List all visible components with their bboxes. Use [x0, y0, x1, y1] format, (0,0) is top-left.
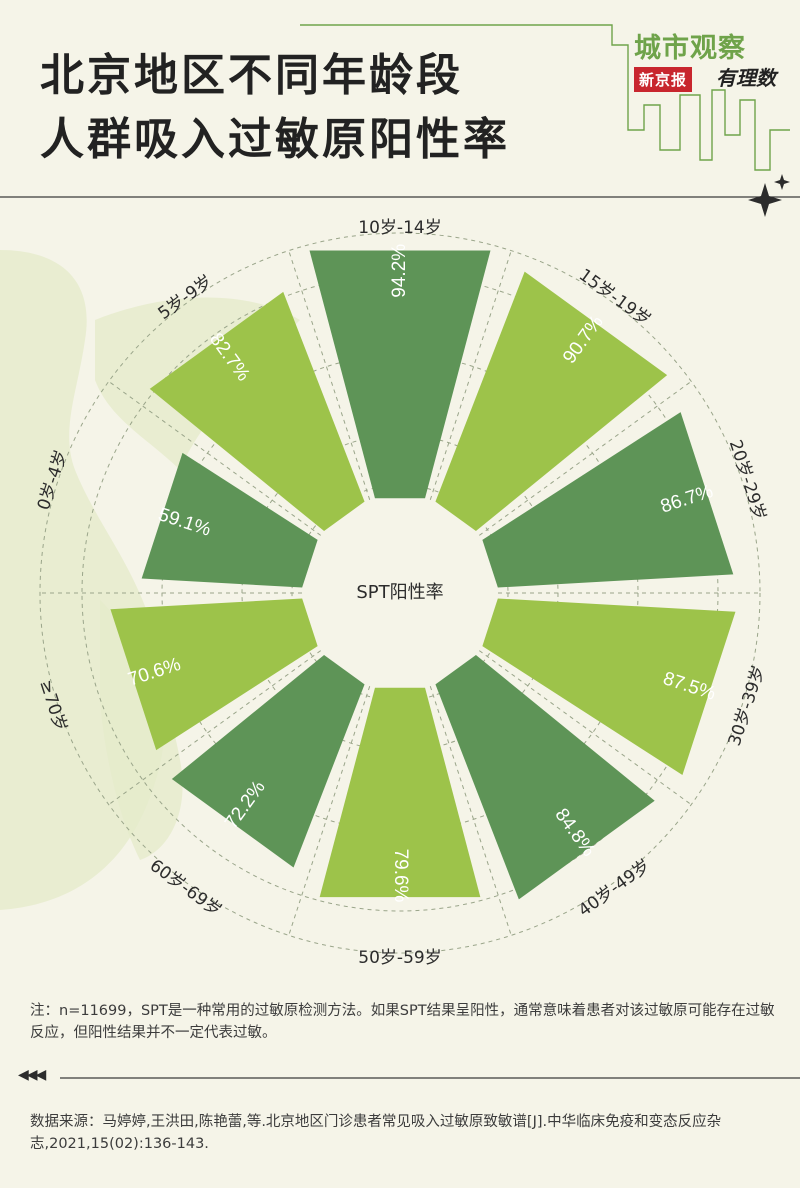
category-label: 60岁-69岁: [146, 856, 225, 921]
center-label: SPT阳性率: [356, 582, 443, 603]
bar-20岁-29岁: [482, 412, 734, 588]
guide-line: [108, 650, 322, 806]
category-label: 10岁-14岁: [358, 218, 441, 238]
guide-line: [288, 250, 371, 500]
guide-line: [478, 650, 692, 806]
bar-5岁-9岁: [149, 291, 365, 532]
title-line: 北京地区不同年龄段: [40, 50, 463, 101]
arrow-icons: ◀◀◀: [18, 1067, 46, 1083]
skyline-decoration: [300, 24, 790, 171]
chart-note: 注：n=11699，SPT是一种常用的过敏原检测方法。如果SPT结果呈阳性，通常…: [30, 1003, 775, 1041]
bar-10岁-14岁: [309, 250, 491, 499]
sparkle-icon: [748, 183, 782, 217]
guide-line: [108, 380, 322, 536]
value-label: 94.2%: [389, 244, 410, 298]
bar-50岁-59岁: [319, 687, 481, 898]
brand-sub-text: 有理数: [716, 66, 776, 90]
bar-15岁-19岁: [435, 271, 668, 532]
brand-logo: 城市观察 新京报 有理数: [612, 18, 792, 213]
category-label: 30岁-39岁: [725, 663, 770, 749]
guide-line: [478, 380, 692, 536]
bar-0岁-4岁: [141, 452, 318, 588]
sparkle-icon: [774, 174, 790, 190]
bar-30岁-39岁: [482, 598, 736, 776]
bar-≥70岁: [110, 598, 318, 751]
data-source: 数据来源：马婷婷,王洪田,陈艳蕾,等.北京地区门诊患者常见吸入过敏原致敏谱[J]…: [30, 1114, 722, 1152]
title-line: 人群吸入过敏原阳性率: [40, 114, 510, 165]
guide-line: [429, 686, 512, 936]
guide-line: [288, 686, 371, 936]
guide-circle: [39, 232, 761, 954]
guide-line: [429, 250, 512, 500]
brand-main-text: 城市观察: [634, 33, 746, 64]
page-title: 北京地区不同年龄段 人群吸入过敏原阳性率: [40, 44, 510, 172]
background-blob: [100, 600, 183, 860]
category-label: 50岁-59岁: [358, 948, 441, 968]
category-label: 40岁-49岁: [575, 856, 654, 921]
value-label: 79.6%: [390, 849, 411, 903]
bar-40岁-49岁: [435, 654, 655, 900]
brand-news-badge: 新京报: [634, 67, 693, 92]
bar-60岁-69岁: [171, 654, 365, 868]
category-label: 20岁-29岁: [725, 437, 770, 523]
